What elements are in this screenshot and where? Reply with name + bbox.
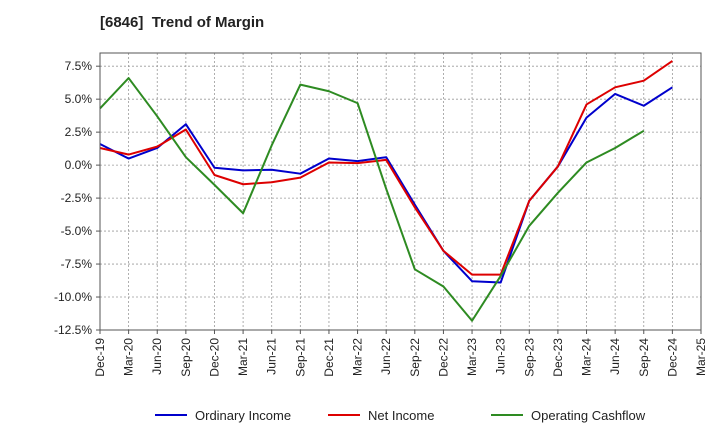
x-tick-label: Dec-21 [322,338,336,377]
x-tick-label: Dec-23 [551,338,565,377]
x-tick-label: Dec-22 [436,338,450,377]
x-tick-label: Mar-23 [465,338,479,376]
plot-border [99,52,702,331]
x-tick-label: Mar-24 [580,338,594,376]
x-tick-label: Mar-22 [351,338,365,376]
y-tick-label: 7.5% [65,59,93,73]
legend-label: Operating Cashflow [531,408,646,423]
x-tick-label: Dec-20 [207,338,221,377]
x-axis-ticks: Dec-19 Mar-20 Jun-20 Sep-20 Dec-20 Mar-21 Jun-… [93,330,708,377]
y-tick-label: -5.0% [61,224,93,238]
x-tick-label: Dec-19 [93,338,107,377]
y-tick-label: -7.5% [61,257,93,271]
x-tick-label: Jun-24 [608,338,622,375]
chart-title: [6846] Trend of Margin [100,14,265,31]
x-tick-label: Jun-22 [379,338,393,375]
y-tick-label: 2.5% [65,125,93,139]
x-tick-label: Sep-20 [179,338,193,377]
series-line-ordinary-income [99,86,673,284]
x-tick-label: Mar-20 [122,338,136,376]
x-tick-label: Dec-24 [665,338,679,377]
x-tick-label: Jun-20 [150,338,164,375]
x-tick-label: Sep-23 [522,338,536,377]
x-tick-label: Sep-24 [637,338,651,377]
y-tick-label: -10.0% [54,290,92,304]
y-tick-label: 0.0% [65,158,93,172]
y-tick-label: 5.0% [65,92,93,106]
legend-label: Ordinary Income [195,408,291,423]
y-tick-label: -12.5% [54,323,92,337]
legend: Ordinary Income Net Income Operating Cashf… [155,408,646,423]
x-tick-label: Mar-25 [694,338,708,376]
x-tick-label: Jun-23 [494,338,508,375]
y-axis-ticks: 7.5% 5.0% 2.5% 0.0% -2.5% -5.0% -7.5% -10.0% -12… [54,59,100,337]
legend-label: Net Income [368,408,434,423]
grid-lines [99,53,702,331]
series-line-operating-cashflow [99,77,645,322]
x-tick-label: Sep-21 [293,338,307,377]
plot-background [100,53,701,330]
series-line-net-income [99,60,673,276]
x-tick-label: Sep-22 [408,338,422,377]
y-tick-label: -2.5% [61,191,93,205]
x-tick-label: Mar-21 [236,338,250,376]
series-lines [99,60,673,322]
x-tick-label: Jun-21 [265,338,279,375]
